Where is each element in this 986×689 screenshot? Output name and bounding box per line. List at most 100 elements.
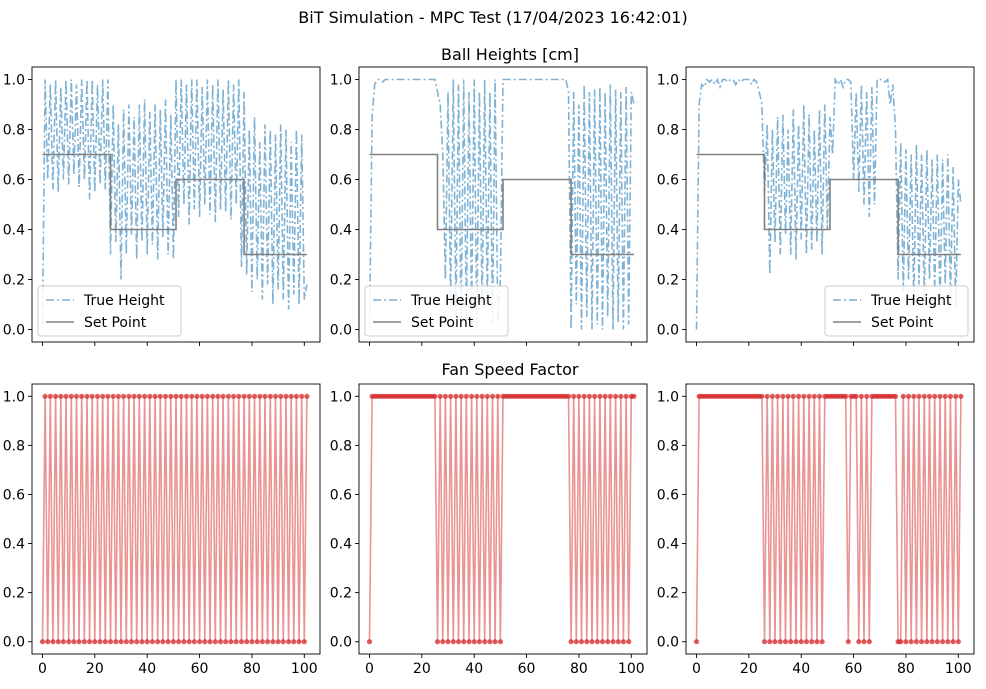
fan-speed-point bbox=[905, 393, 912, 399]
fan-speed-point bbox=[597, 393, 603, 399]
fan-speed-point bbox=[767, 639, 773, 645]
fan-speed-point bbox=[183, 393, 190, 399]
fan-speed-point bbox=[254, 639, 260, 645]
fan-speed-point bbox=[437, 393, 443, 399]
y-tick-label: 0.2 bbox=[330, 586, 352, 602]
fan-speed-point bbox=[204, 393, 210, 399]
fan-speed-point bbox=[296, 639, 302, 645]
axes-frame bbox=[685, 383, 975, 655]
y-tick-label: 0.0 bbox=[330, 323, 352, 339]
fan-speed-point bbox=[924, 639, 930, 645]
fan-speed-point bbox=[288, 393, 294, 399]
fan-speed-point bbox=[469, 393, 475, 399]
fan-speed-point bbox=[92, 639, 98, 645]
fan-speed-point bbox=[759, 393, 765, 399]
legend-box bbox=[364, 285, 509, 337]
x-tick-label: 60 bbox=[845, 661, 863, 677]
fan-speed-point bbox=[856, 639, 862, 645]
fan-speed-point bbox=[945, 639, 951, 645]
fan-speed-point bbox=[113, 639, 119, 645]
fan-speed-point bbox=[455, 639, 462, 645]
fan-speed-point bbox=[81, 639, 87, 645]
x-tick-label: 60 bbox=[518, 661, 536, 677]
fan-speed-point bbox=[573, 639, 579, 645]
fan-speed-point bbox=[128, 639, 135, 645]
fan-speed-point bbox=[142, 393, 148, 399]
y-tick-label: 0.0 bbox=[3, 323, 25, 339]
y-tick-label: 0.2 bbox=[657, 586, 679, 602]
fan-speed-point bbox=[571, 393, 577, 399]
fan-speed-point bbox=[764, 393, 770, 399]
fan-speed-point bbox=[953, 393, 959, 399]
fan-speed-point bbox=[450, 639, 456, 645]
y-tick-label: 0.8 bbox=[657, 438, 679, 454]
fan-speed-point bbox=[568, 639, 574, 645]
fan-speed-point bbox=[68, 393, 74, 399]
legend-true-height-label: True Height bbox=[83, 293, 165, 309]
fan-speed-point bbox=[482, 639, 488, 645]
fan-speed-point bbox=[66, 639, 72, 645]
y-tick-label: 0.8 bbox=[657, 123, 679, 139]
fan-speed-point bbox=[448, 393, 454, 399]
fan-speed-point bbox=[233, 639, 239, 645]
fan-speed-point bbox=[87, 639, 93, 645]
true-height-line bbox=[41, 79, 308, 325]
fan-speed-point bbox=[39, 639, 46, 645]
fan-speed-point bbox=[220, 393, 226, 399]
x-tick-label: 40 bbox=[792, 661, 810, 677]
fan-speed-point bbox=[199, 393, 205, 399]
fan-speed-point bbox=[892, 393, 899, 399]
fan-speed-point bbox=[453, 393, 459, 399]
fan-speed-point bbox=[225, 393, 231, 399]
fan-speed-point bbox=[432, 393, 438, 399]
fan-speed-point bbox=[801, 393, 807, 399]
heights-row-title: Ball Heights [cm] bbox=[441, 45, 579, 64]
fan-speed-point bbox=[803, 639, 810, 645]
fan-speed-point bbox=[955, 639, 961, 645]
fan-speed-point bbox=[265, 639, 271, 645]
fan-speed-point bbox=[278, 393, 284, 399]
fan-speed-point bbox=[565, 393, 572, 399]
x-tick-label: 40 bbox=[138, 661, 156, 677]
legend-set-point-label: Set Point bbox=[84, 315, 147, 331]
fan-speed-point bbox=[853, 393, 859, 399]
fan-speed-point bbox=[301, 639, 307, 645]
legend-true-height-label: True Height bbox=[870, 293, 952, 309]
heights-2-axes: 0.0 0.2 0.4 0.6 0.8 1.0 True Height Set Point bbox=[330, 66, 648, 346]
fan-speed-point bbox=[495, 393, 501, 399]
fan-speed-point bbox=[806, 393, 812, 399]
fan-speed-point bbox=[123, 639, 129, 645]
legend: True Height Set Point bbox=[37, 285, 182, 337]
fan-speed-point bbox=[186, 639, 192, 645]
fan-speed-point bbox=[861, 639, 867, 645]
fan-speed-point bbox=[58, 393, 64, 399]
fan-speed-point bbox=[445, 639, 451, 645]
y-tick-label: 0.0 bbox=[657, 635, 679, 651]
fan-speed-point bbox=[97, 639, 103, 645]
true-height-line bbox=[368, 78, 635, 330]
y-tick-label: 0.4 bbox=[657, 537, 679, 553]
fan-speed-point bbox=[210, 393, 216, 399]
fan-speed-point bbox=[152, 393, 158, 399]
fan-speed-point bbox=[474, 393, 480, 399]
fan-speed-point bbox=[189, 393, 195, 399]
fan-speed-point bbox=[780, 393, 786, 399]
fan-speed-point bbox=[788, 639, 794, 645]
fan-speed-point bbox=[811, 393, 817, 399]
axes-frame bbox=[685, 66, 975, 343]
fan-speed-point bbox=[165, 639, 171, 645]
fan-speed-point bbox=[921, 393, 927, 399]
fan-speed-point bbox=[89, 393, 95, 399]
fan-speed-point bbox=[584, 639, 590, 645]
fan-speed-point bbox=[782, 639, 789, 645]
fan-speed-point bbox=[121, 393, 127, 399]
legend-box bbox=[824, 285, 969, 337]
fan-speed-point bbox=[898, 639, 904, 645]
fan-speed-point bbox=[231, 393, 237, 399]
legend: True Height Set Point bbox=[824, 285, 969, 337]
fan-speed-point bbox=[484, 393, 490, 399]
legend-true-height-label: True Height bbox=[410, 293, 492, 309]
fan-speed-point bbox=[42, 393, 48, 399]
fan-speed-point bbox=[809, 639, 815, 645]
